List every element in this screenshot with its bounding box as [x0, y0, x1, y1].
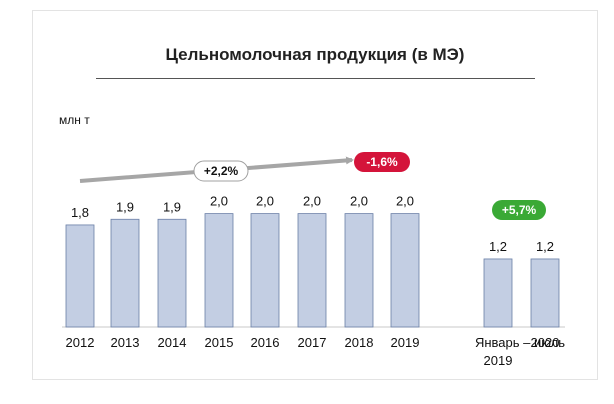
bars-group: 1,8 2012 1,9 2013 1,9 2014 2,0 2015 2,0 2016 2,0 20…: [66, 194, 566, 368]
x-tick-label: 2013: [111, 335, 140, 350]
x-tick-label: 2014: [158, 335, 187, 350]
data-label: 1,2: [536, 239, 554, 254]
annotation-label: +5,7%: [502, 203, 537, 217]
annotations-group: +2,2% -1,6% +5,7%: [79, 152, 546, 220]
x-tick-label: 2017: [298, 335, 327, 350]
data-label: 2,0: [396, 194, 414, 209]
x-tick-label: 2019: [391, 335, 420, 350]
data-label: 1,9: [116, 199, 134, 214]
annotation-label: -1,6%: [366, 155, 398, 169]
data-label: 2,0: [303, 194, 321, 209]
bar: [297, 213, 327, 328]
data-label: 1,9: [163, 199, 181, 214]
annotation-pill: [354, 152, 410, 172]
bar: [390, 213, 420, 328]
data-label: 2,0: [350, 194, 368, 209]
unit-label: млн т: [59, 113, 90, 127]
chart-title: Цельномолочная продукция (в МЭ): [165, 45, 465, 64]
x-tick-label: 2016: [251, 335, 280, 350]
title-divider: [96, 78, 535, 79]
x-tick-label: 2019: [484, 353, 513, 368]
data-label: 2,0: [256, 194, 274, 209]
x-tick-label: 2012: [66, 335, 95, 350]
x-tick-label: Январь – июль: [475, 335, 565, 350]
annotation-pill: [492, 200, 546, 220]
annotation-label: +2,2%: [204, 164, 239, 178]
bar: [530, 258, 560, 328]
bar: [157, 218, 187, 328]
data-label: 1,2: [489, 239, 507, 254]
x-tick-label: 2018: [345, 335, 374, 350]
data-label: 2,0: [210, 194, 228, 209]
annotation-pill: [193, 160, 249, 182]
x-tick-label: 2020: [531, 335, 560, 350]
bar: [250, 213, 280, 328]
bar: [204, 213, 234, 328]
x-tick-label: 2015: [205, 335, 234, 350]
bar: [344, 213, 374, 328]
bar: [65, 224, 95, 328]
bar: [483, 258, 513, 328]
data-label: 1,8: [71, 205, 89, 220]
bar: [110, 218, 140, 328]
